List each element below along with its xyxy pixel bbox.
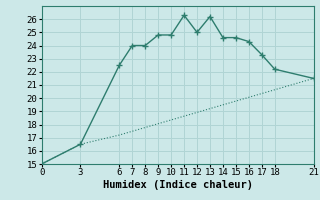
X-axis label: Humidex (Indice chaleur): Humidex (Indice chaleur) — [103, 180, 252, 190]
